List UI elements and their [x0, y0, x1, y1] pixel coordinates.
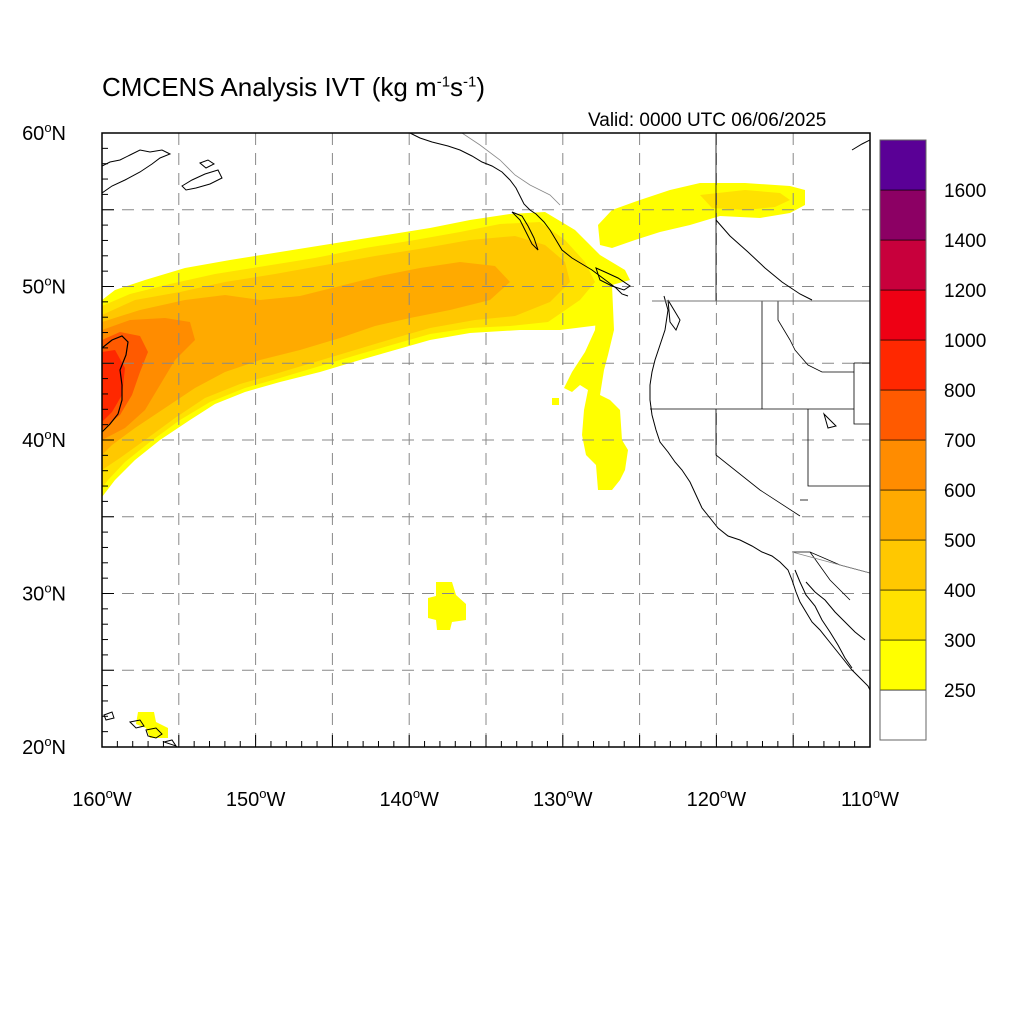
- valid-time-label: Valid: 0000 UTC 06/06/2025: [588, 110, 827, 131]
- ivt-inland-bc-300: [700, 190, 790, 210]
- colorbar-label: 1600: [944, 181, 986, 202]
- colorbar-swatch: [879, 539, 927, 591]
- political-borders: [650, 133, 870, 601]
- colorbar-swatch: [879, 189, 927, 241]
- colorbar-label: 1000: [944, 331, 986, 352]
- lon-labels: 160oW 150oW 140oW 130oW 120oW 110oW: [72, 786, 899, 811]
- colorbar-label: 400: [944, 581, 976, 602]
- colorbar-swatch: [879, 289, 927, 341]
- ivt-band-800: [102, 350, 125, 422]
- colorbar-label: 1200: [944, 281, 986, 302]
- lon-tick-label: 160oW: [72, 786, 132, 811]
- ivt-speck: [552, 398, 559, 405]
- colorbar-swatch: [879, 389, 927, 441]
- lon-tick-label: 140oW: [379, 786, 439, 811]
- lat-labels: 60oN 50oN 40oN 30oN 20oN: [22, 120, 66, 759]
- lat-tick-label: 20oN: [22, 734, 66, 759]
- colorbar-frame: [879, 139, 927, 741]
- tick-marks: [101, 132, 871, 748]
- lat-tick-label: 40oN: [22, 427, 66, 452]
- colorbar-label: 700: [944, 431, 976, 452]
- ivt-shading: [102, 183, 805, 738]
- ivt-band-500: [102, 262, 510, 455]
- lon-tick-label: 110oW: [841, 786, 899, 811]
- colorbar-label: 500: [944, 531, 976, 552]
- colorbar-swatch: [879, 489, 927, 541]
- colorbar-swatch: [879, 239, 927, 291]
- colorbar-swatch: [879, 139, 927, 191]
- colorbar-swatch: [879, 689, 927, 741]
- colorbar-label: 800: [944, 381, 976, 402]
- colorbar-swatch: [879, 439, 927, 491]
- colorbar-label: 300: [944, 631, 976, 652]
- big-island-outline: [101, 335, 129, 433]
- lat-tick-label: 30oN: [22, 581, 66, 606]
- gray-borders: [461, 133, 870, 574]
- lon-tick-label: 150oW: [226, 786, 286, 811]
- colorbar-label: 600: [944, 481, 976, 502]
- colorbar-label: 1400: [944, 231, 986, 252]
- colorbar-swatch: [879, 339, 927, 391]
- lat-tick-label: 50oN: [22, 274, 66, 299]
- colorbar-swatch: [879, 639, 927, 691]
- ivt-subtropical-blob: [428, 582, 466, 630]
- lon-tick-label: 120oW: [687, 786, 747, 811]
- ivt-hawaii-blob: [136, 712, 168, 738]
- gridlines: [102, 133, 870, 747]
- ivt-coastal-filament: [564, 285, 628, 490]
- colorbar-swatch: [879, 589, 927, 641]
- colorbar-label: 250: [944, 681, 976, 702]
- lat-tick-label: 60oN: [22, 120, 66, 145]
- hawaii-islands: [103, 711, 178, 747]
- coastlines: [102, 133, 870, 691]
- map-title: CMCENS Analysis IVT (kg m-1s-1): [102, 72, 486, 102]
- lon-tick-label: 130oW: [533, 786, 593, 811]
- colorbar: 250 300 400 500 600 700 800 1000 1200 1400 1600: [879, 139, 986, 741]
